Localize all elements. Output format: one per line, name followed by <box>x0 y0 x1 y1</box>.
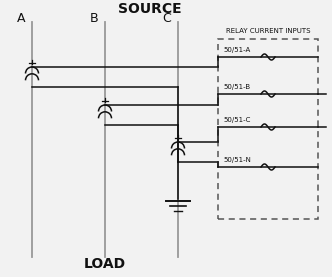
Text: 50/51-A: 50/51-A <box>223 47 250 53</box>
Text: 50/51-C: 50/51-C <box>223 117 250 123</box>
Text: A: A <box>17 12 25 25</box>
Text: RELAY CURRENT INPUTS: RELAY CURRENT INPUTS <box>226 28 310 34</box>
Text: 50/51-N: 50/51-N <box>223 157 251 163</box>
Text: C: C <box>163 12 171 25</box>
Text: 50/51-B: 50/51-B <box>223 84 250 90</box>
Text: LOAD: LOAD <box>84 257 126 271</box>
Text: B: B <box>90 12 98 25</box>
Text: SOURCE: SOURCE <box>118 2 182 16</box>
